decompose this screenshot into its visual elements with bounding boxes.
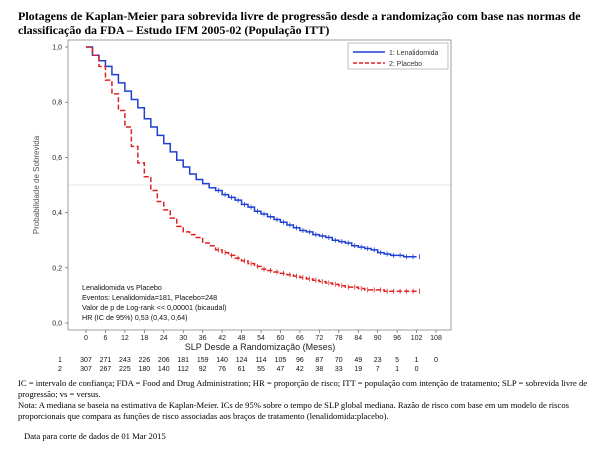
risk-cell: 7 [376, 366, 380, 373]
footnote-abbreviations: IC = intervalo de confiança; FDA = Food … [18, 378, 588, 399]
risk-cell: 112 [178, 366, 189, 373]
risk-cell: 225 [119, 366, 131, 373]
risk-cell: 114 [255, 357, 266, 364]
risk-cell: 140 [216, 357, 228, 364]
x-tick-label: 72 [315, 335, 323, 342]
risk-cell: 1 [395, 366, 399, 373]
risk-cell: 55 [257, 366, 265, 373]
risk-cell: 0 [434, 357, 438, 364]
x-tick-label: 60 [277, 335, 285, 342]
series-line-lenalidomida [86, 46, 417, 258]
figure-title: Plotagens de Kaplan-Meier para sobrevida… [18, 9, 581, 37]
x-tick-label: 102 [411, 335, 423, 342]
annotation-line: Eventos: Lenalidomida=181, Placebo=248 [82, 293, 217, 302]
y-tick-label: 0,4 [52, 210, 62, 217]
y-tick-label: 0,0 [52, 321, 62, 328]
footnote-note: Nota: A mediana se baseia na estimativa … [18, 400, 569, 421]
risk-cell: 96 [296, 357, 304, 364]
risk-cell: 87 [315, 357, 323, 364]
risk-cell: 33 [335, 366, 343, 373]
risk-cell: 206 [158, 357, 170, 364]
x-tick-label: 84 [354, 335, 362, 342]
risk-cell: 267 [100, 366, 112, 373]
risk-cell: 105 [275, 357, 287, 364]
y-axis-label: Probabilidade de Sobrevida [32, 135, 41, 234]
risk-cell: 226 [138, 357, 150, 364]
risk-row-label: 2 [58, 366, 62, 373]
x-tick-label: 36 [199, 335, 207, 342]
risk-cell: 307 [80, 357, 92, 364]
risk-cell: 49 [354, 357, 362, 364]
risk-cell: 47 [277, 366, 285, 373]
axis-layer: 0,0 0,2 0,4 0,6 0,8 1,0 0 6 12 18 24 30 36 42 48 54 60 66… [52, 45, 442, 343]
risk-cell: 38 [315, 366, 323, 373]
risk-table: 1 307 271 243 226 206 181 159 140 124 114 105 96 87 70… [58, 357, 438, 373]
risk-cell: 76 [218, 366, 226, 373]
x-tick-label: 42 [218, 335, 226, 342]
y-tick-label: 1,0 [52, 45, 62, 52]
risk-cell: 19 [354, 366, 362, 373]
risk-cell: 70 [335, 357, 343, 364]
risk-row-label: 1 [58, 357, 62, 364]
x-tick-label: 90 [374, 335, 382, 342]
annotation-block: Lenalidomida vs Placebo Eventos: Lenalid… [82, 283, 227, 322]
risk-cell: 42 [296, 366, 304, 373]
risk-cell: 159 [197, 357, 209, 364]
x-tick-label: 18 [140, 335, 148, 342]
risk-cell: 23 [374, 357, 382, 364]
annotation-line: Lenalidomida vs Placebo [82, 283, 162, 292]
x-tick-label: 6 [103, 335, 107, 342]
x-axis-label: SLP Desde a Randomização (Meses) [185, 342, 335, 352]
x-tick-label: 66 [296, 335, 304, 342]
risk-cell: 271 [100, 357, 112, 364]
plot-frame [67, 39, 452, 331]
risk-cell: 92 [199, 366, 207, 373]
x-tick-label: 48 [238, 335, 246, 342]
series-layer [86, 46, 420, 294]
x-tick-label: 96 [393, 335, 401, 342]
x-tick-label: 0 [84, 335, 88, 342]
risk-cell: 307 [80, 366, 92, 373]
y-tick-label: 0,8 [52, 100, 62, 107]
footnote-cutoff: Data para corte de dados de 01 Mar 2015 [24, 431, 166, 441]
risk-cell: 0 [415, 366, 419, 373]
risk-cell: 243 [119, 357, 131, 364]
x-tick-label: 54 [257, 335, 265, 342]
legend-label-placebo: 2: Placebo [389, 61, 422, 68]
x-tick-label: 24 [160, 335, 168, 342]
legend-box [347, 42, 449, 70]
x-tick-label: 108 [430, 335, 442, 342]
legend-label-lenalidomida: 1: Lenalidomida [389, 50, 439, 57]
risk-cell: 140 [158, 366, 170, 373]
y-tick-label: 0,6 [52, 155, 62, 162]
legend: 1: Lenalidomida 2: Placebo [347, 42, 449, 70]
annotation-line: HR (IC de 95%) 0,53 (0,43, 0,64) [82, 313, 187, 322]
x-tick-label: 12 [121, 335, 129, 342]
risk-cell: 180 [138, 366, 150, 373]
series-line-placebo [86, 46, 417, 293]
x-tick-label: 30 [179, 335, 187, 342]
risk-cell: 61 [238, 366, 246, 373]
risk-cell: 1 [415, 357, 419, 364]
risk-cell: 181 [177, 357, 189, 364]
y-tick-label: 0,2 [52, 265, 62, 272]
risk-cell: 124 [236, 357, 248, 364]
annotation-line: Valor de p de Log-rank << 0,00001 (bicau… [82, 303, 227, 312]
risk-cell: 5 [395, 357, 399, 364]
x-tick-label: 78 [335, 335, 343, 342]
